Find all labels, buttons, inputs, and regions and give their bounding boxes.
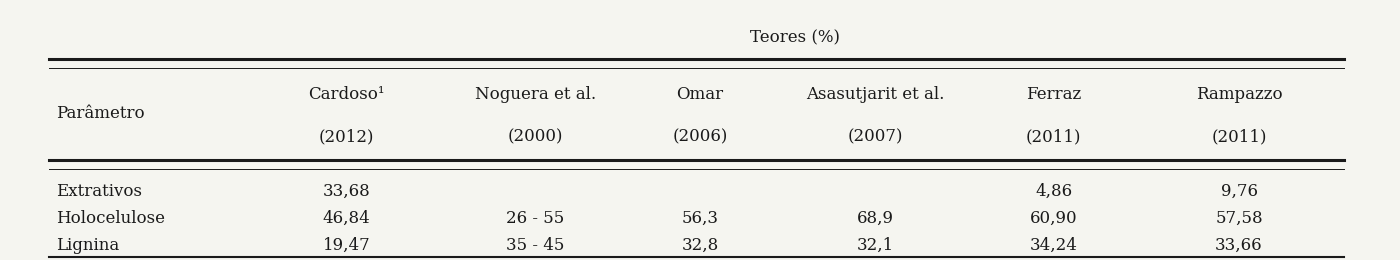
- Text: Cardoso¹: Cardoso¹: [308, 86, 385, 103]
- Text: Rampazzo: Rampazzo: [1196, 86, 1282, 103]
- Text: Holocelulose: Holocelulose: [56, 210, 165, 227]
- Text: 57,58: 57,58: [1215, 210, 1263, 227]
- Text: 34,24: 34,24: [1029, 237, 1078, 254]
- Text: Ferraz: Ferraz: [1026, 86, 1081, 103]
- Text: (2007): (2007): [847, 128, 903, 145]
- Text: 60,90: 60,90: [1029, 210, 1078, 227]
- Text: Teores (%): Teores (%): [749, 29, 840, 46]
- Text: Lignina: Lignina: [56, 237, 119, 254]
- Text: Parâmetro: Parâmetro: [56, 105, 144, 122]
- Text: 4,86: 4,86: [1035, 183, 1072, 200]
- Text: 32,8: 32,8: [682, 237, 718, 254]
- Text: 32,1: 32,1: [857, 237, 893, 254]
- Text: Noguera et al.: Noguera et al.: [475, 86, 596, 103]
- Text: Extrativos: Extrativos: [56, 183, 141, 200]
- Text: Asasutjarit et al.: Asasutjarit et al.: [806, 86, 944, 103]
- Text: 33,66: 33,66: [1215, 237, 1263, 254]
- Text: (2006): (2006): [672, 128, 728, 145]
- Text: 46,84: 46,84: [322, 210, 371, 227]
- Text: Omar: Omar: [676, 86, 724, 103]
- Text: 9,76: 9,76: [1221, 183, 1257, 200]
- Text: (2000): (2000): [508, 128, 563, 145]
- Text: 56,3: 56,3: [682, 210, 718, 227]
- Text: (2011): (2011): [1211, 128, 1267, 145]
- Text: 35 - 45: 35 - 45: [507, 237, 564, 254]
- Text: 19,47: 19,47: [322, 237, 371, 254]
- Text: 68,9: 68,9: [857, 210, 893, 227]
- Text: 26 - 55: 26 - 55: [507, 210, 564, 227]
- Text: (2012): (2012): [319, 128, 374, 145]
- Text: (2011): (2011): [1026, 128, 1081, 145]
- Text: 33,68: 33,68: [322, 183, 371, 200]
